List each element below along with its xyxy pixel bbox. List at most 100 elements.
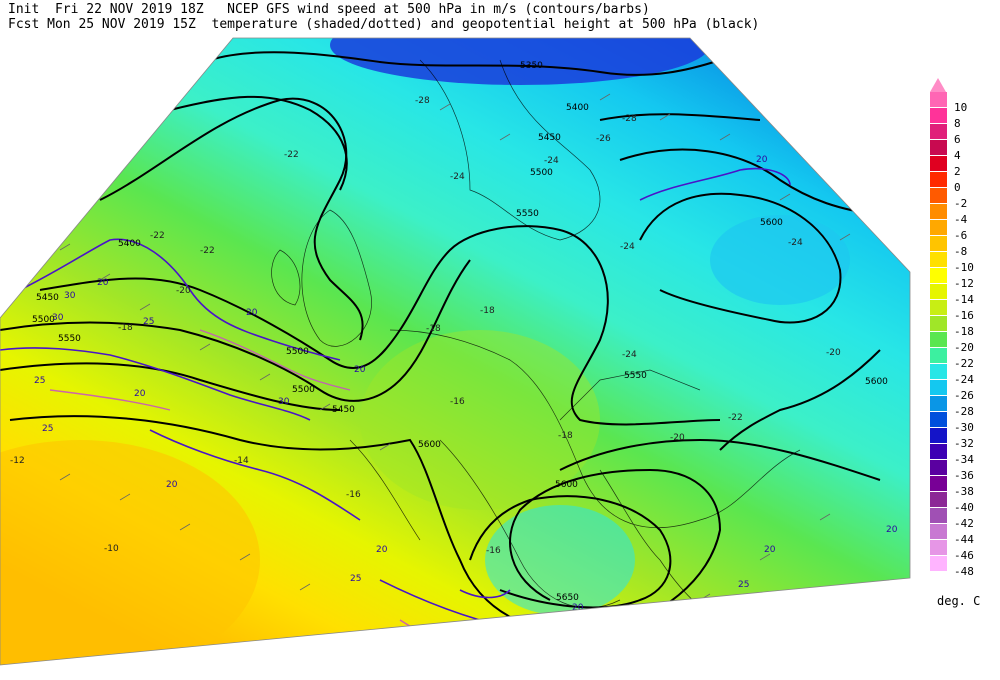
colorbar-top-arrow — [930, 78, 946, 92]
wind-label: 30 — [52, 313, 64, 323]
height-label: 5500 — [530, 168, 553, 178]
colorbar-label: -34 — [954, 453, 974, 466]
colorbar-label: -4 — [954, 213, 968, 226]
colorbar-label: 6 — [954, 133, 961, 146]
colorbar-label: -20 — [954, 341, 974, 354]
wind-label: 25 — [42, 424, 53, 434]
temp-label: -24 — [620, 242, 635, 252]
colorbar-unit: deg. C — [937, 594, 981, 608]
wind-label: 20 — [354, 365, 366, 375]
header-line-1: Init Fri 22 NOV 2019 18Z NCEP GFS wind s… — [8, 2, 650, 17]
colorbar-cell — [930, 476, 947, 491]
colorbar-cell — [930, 108, 947, 123]
colorbar-label: 2 — [954, 165, 961, 178]
temp-label: -24 — [622, 350, 637, 360]
cold-pool-east — [710, 215, 850, 305]
colorbar-cell — [930, 540, 947, 555]
colorbar-cell — [930, 316, 947, 331]
temp-label: -14 — [234, 456, 249, 466]
colorbar-label: -24 — [954, 373, 974, 386]
wind-label: 20 — [166, 480, 178, 490]
colorbar-label: -38 — [954, 485, 974, 498]
colorbar-label: 4 — [954, 149, 961, 162]
temp-label: -24 — [544, 156, 559, 166]
colorbar-cell — [930, 204, 947, 219]
wind-label: 25 — [350, 574, 361, 584]
height-label: 5400 — [566, 103, 589, 113]
temp-label: -22 — [200, 246, 215, 256]
colorbar-label: -30 — [954, 421, 974, 434]
colorbar-cell — [930, 284, 947, 299]
height-label: 5550 — [624, 371, 647, 381]
colorbar-cell — [930, 188, 947, 203]
colorbar-label: -48 — [954, 565, 974, 578]
temp-label: -10 — [104, 544, 119, 554]
temp-label: -20 — [176, 286, 191, 296]
height-label: 5550 — [58, 334, 81, 344]
colorbar-cell — [930, 332, 947, 347]
colorbar-label: -46 — [954, 549, 974, 562]
colorbar-cell — [930, 508, 947, 523]
colorbar-label: -22 — [954, 357, 974, 370]
wind-label: 20 — [572, 603, 584, 613]
colorbar-label: -28 — [954, 405, 974, 418]
colorbar-label: -10 — [954, 261, 974, 274]
temp-label: -18 — [426, 324, 441, 334]
height-label: 5350 — [520, 61, 543, 71]
colorbar-label: -6 — [954, 229, 968, 242]
colorbar-label: -2 — [954, 197, 968, 210]
wind-label: 20 — [376, 545, 388, 555]
height-label: 5400 — [118, 239, 141, 249]
height-label: 5500 — [32, 315, 55, 325]
colorbar-cell — [930, 300, 947, 315]
colorbar-label: -12 — [954, 277, 974, 290]
colorbar-cell — [930, 92, 947, 107]
colorbar-label: -36 — [954, 469, 974, 482]
wind-barbs — [59, 93, 851, 601]
wind-label: 20 — [134, 389, 146, 399]
height-label: 5500 — [292, 385, 315, 395]
temp-label: -22 — [284, 150, 299, 160]
colorbar-cell — [930, 412, 947, 427]
height-label: 5450 — [36, 293, 59, 303]
height-contours — [0, 51, 881, 633]
map-frame — [0, 37, 911, 666]
colorbar-cell — [930, 444, 947, 459]
wind-label: 20 — [246, 308, 258, 318]
temp-label: -28 — [415, 96, 430, 106]
warm-tongue — [360, 330, 600, 510]
colorbar-label: -8 — [954, 245, 968, 258]
height-label: 5450 — [538, 133, 561, 143]
header-line-2: Fcst Mon 25 NOV 2019 15Z temperature (sh… — [8, 17, 760, 32]
colorbar-cell — [930, 220, 947, 235]
colorbar-label: -42 — [954, 517, 974, 530]
temp-label: -12 — [10, 456, 25, 466]
temperature-labels: -28 -28 -26 -24 -22 -24 -22 -22 -20 -18 … — [10, 96, 841, 556]
colorbar-label: -40 — [954, 501, 974, 514]
temp-label: -16 — [346, 490, 361, 500]
temp-label: -18 — [558, 431, 573, 441]
temp-label: -22 — [728, 413, 743, 423]
colorbar-cell — [930, 524, 947, 539]
wind-label: 25 — [738, 580, 749, 590]
cold-pool-south — [485, 505, 635, 615]
wind-label: 25 — [34, 376, 45, 386]
wind-label: 20 — [764, 545, 776, 555]
temp-label: -26 — [596, 134, 611, 144]
colorbar-label: -26 — [954, 389, 974, 402]
cold-pool-north — [330, 38, 710, 85]
colorbar-cell — [930, 348, 947, 363]
height-label: 5550 — [548, 626, 571, 636]
temp-label: -18 — [118, 323, 133, 333]
colorbar-label: 0 — [954, 181, 961, 194]
temp-label: -24 — [788, 238, 803, 248]
colorbar-cell — [930, 492, 947, 507]
warm-southwest — [0, 440, 260, 665]
colorbar-cell — [930, 460, 947, 475]
colorbar-cell — [930, 428, 947, 443]
colorbar-label: 10 — [954, 101, 968, 114]
colorbar-label: -18 — [954, 325, 974, 338]
height-label: 5550 — [516, 209, 539, 219]
